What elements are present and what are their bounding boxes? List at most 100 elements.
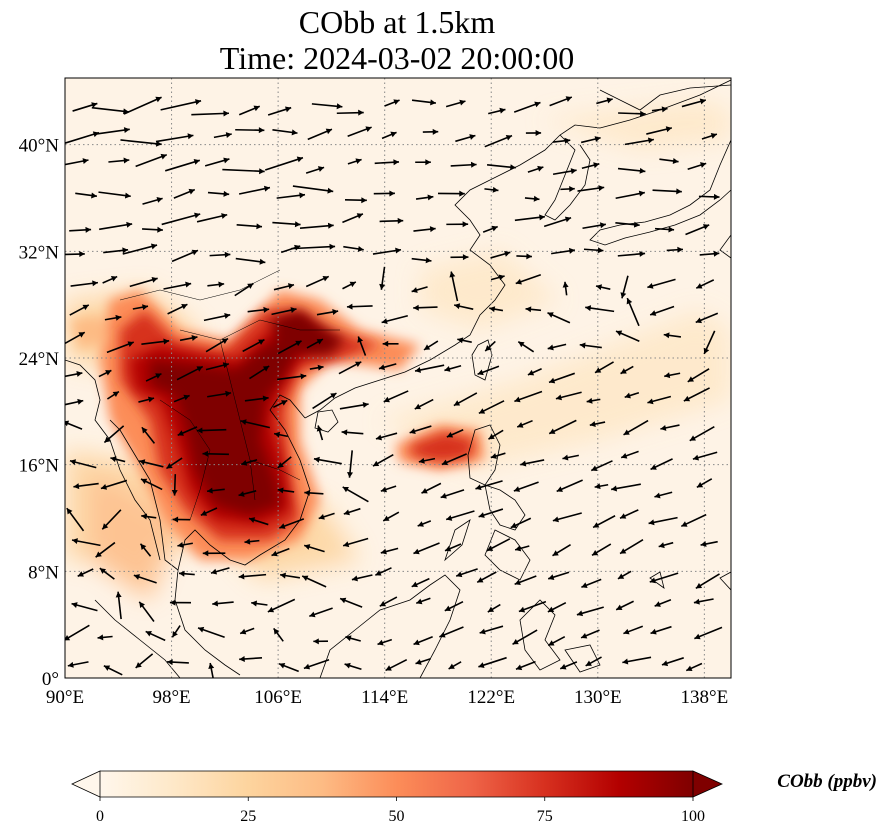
wind-arrow — [450, 254, 469, 261]
wind-arrow — [449, 271, 459, 302]
wind-arrow — [382, 511, 400, 522]
wind-arrow — [213, 132, 232, 139]
wind-arrow — [423, 340, 439, 351]
wind-arrow — [277, 456, 292, 469]
wind-arrow — [123, 96, 162, 115]
wind-arrow — [239, 655, 263, 662]
wind-arrow — [341, 429, 364, 436]
plume-core — [150, 310, 345, 515]
wind-arrow — [338, 361, 362, 375]
wind-arrow — [687, 162, 707, 170]
wind-arrow — [108, 157, 130, 164]
wind-arrow — [615, 330, 640, 342]
wind-arrow — [357, 336, 367, 356]
wind-arrow — [685, 224, 710, 236]
wind-arrow — [581, 162, 600, 170]
wind-arrow — [455, 568, 478, 578]
wind-arrow — [478, 400, 505, 415]
wind-arrow — [373, 190, 395, 197]
wind-arrow — [620, 450, 639, 459]
wind-arrow — [99, 221, 133, 231]
wind-arrow — [514, 390, 543, 403]
wind-arrow — [342, 486, 369, 503]
wind-arrow — [161, 212, 201, 226]
wind-arrow — [372, 247, 402, 255]
wind-arrow — [102, 275, 118, 284]
wind-arrow — [617, 570, 632, 580]
wind-arrow — [77, 568, 94, 577]
colorbar-tick-label: 75 — [537, 808, 553, 825]
wind-arrow — [140, 478, 163, 491]
wind-arrow — [617, 167, 646, 174]
wind-arrow — [411, 577, 430, 588]
lon-tick-label: 98°E — [152, 687, 190, 708]
map-subtitle-time: Time: 2024-03-02 20:00:00 — [219, 40, 575, 76]
wind-arrow — [135, 153, 168, 168]
wind-arrow — [207, 190, 230, 197]
wind-arrow — [477, 365, 500, 376]
wind-arrow — [440, 489, 465, 499]
wind-arrow — [208, 662, 215, 678]
wind-arrow — [615, 221, 640, 228]
wind-arrow — [409, 425, 432, 435]
wind-arrow — [279, 572, 301, 579]
wind-arrow — [312, 392, 337, 410]
wind-arrow — [689, 426, 715, 442]
wind-arrow — [346, 303, 373, 310]
wind-arrow — [264, 156, 304, 171]
wind-arrow — [377, 638, 393, 646]
wind-arrow — [580, 629, 600, 639]
wind-arrow — [381, 131, 397, 140]
wind-arrow — [139, 543, 152, 557]
wind-arrow — [177, 426, 198, 436]
wind-arrow — [652, 188, 682, 195]
wind-arrow — [372, 454, 394, 467]
wind-arrow — [484, 134, 513, 148]
wind-arrow — [379, 596, 398, 607]
wind-arrow — [700, 540, 718, 547]
lon-tick-label: 138°E — [681, 687, 729, 708]
wind-arrow — [345, 197, 367, 204]
wind-arrow — [478, 656, 507, 668]
wind-arrow — [552, 137, 571, 144]
wind-arrow — [696, 478, 713, 489]
wind-arrow — [379, 217, 404, 224]
wind-arrow — [179, 335, 198, 342]
wind-arrow — [615, 190, 645, 200]
wind-arrow — [437, 190, 465, 197]
wind-arrow — [135, 653, 154, 669]
wind-arrow — [244, 395, 269, 402]
wind-arrow — [169, 599, 192, 606]
wind-arrow — [579, 342, 602, 349]
wind-arrow — [547, 312, 571, 324]
wind-arrow — [106, 341, 135, 354]
lon-tick-label: 114°E — [361, 687, 408, 708]
wind-arrow — [163, 281, 192, 290]
wind-arrow — [238, 573, 267, 580]
wind-arrow — [490, 452, 506, 459]
wind-arrow — [305, 166, 325, 174]
wind-arrow — [649, 305, 675, 316]
wind-arrow — [145, 372, 162, 382]
wind-arrow — [476, 571, 497, 584]
wind-arrow — [110, 456, 126, 463]
wind-arrow — [69, 304, 90, 316]
colorbar-label: CObb (ppbv) — [777, 771, 877, 792]
wind-arrow — [196, 427, 227, 434]
wind-arrow — [479, 625, 504, 635]
wind-arrow — [487, 603, 501, 613]
wind-arrow — [556, 479, 583, 493]
wind-arrow — [475, 480, 503, 491]
wind-arrow — [551, 247, 575, 255]
wind-arrow — [580, 136, 601, 144]
wind-arrow — [98, 191, 131, 199]
wind-arrow — [178, 570, 195, 577]
wind-arrow — [339, 597, 363, 608]
wind-arrow — [271, 307, 297, 316]
wind-arrow — [171, 474, 178, 496]
wind-arrow — [103, 425, 125, 444]
wind-arrow — [512, 629, 538, 645]
wind-arrow — [247, 306, 270, 313]
wind-arrow — [380, 547, 399, 555]
wind-arrow — [413, 304, 438, 311]
